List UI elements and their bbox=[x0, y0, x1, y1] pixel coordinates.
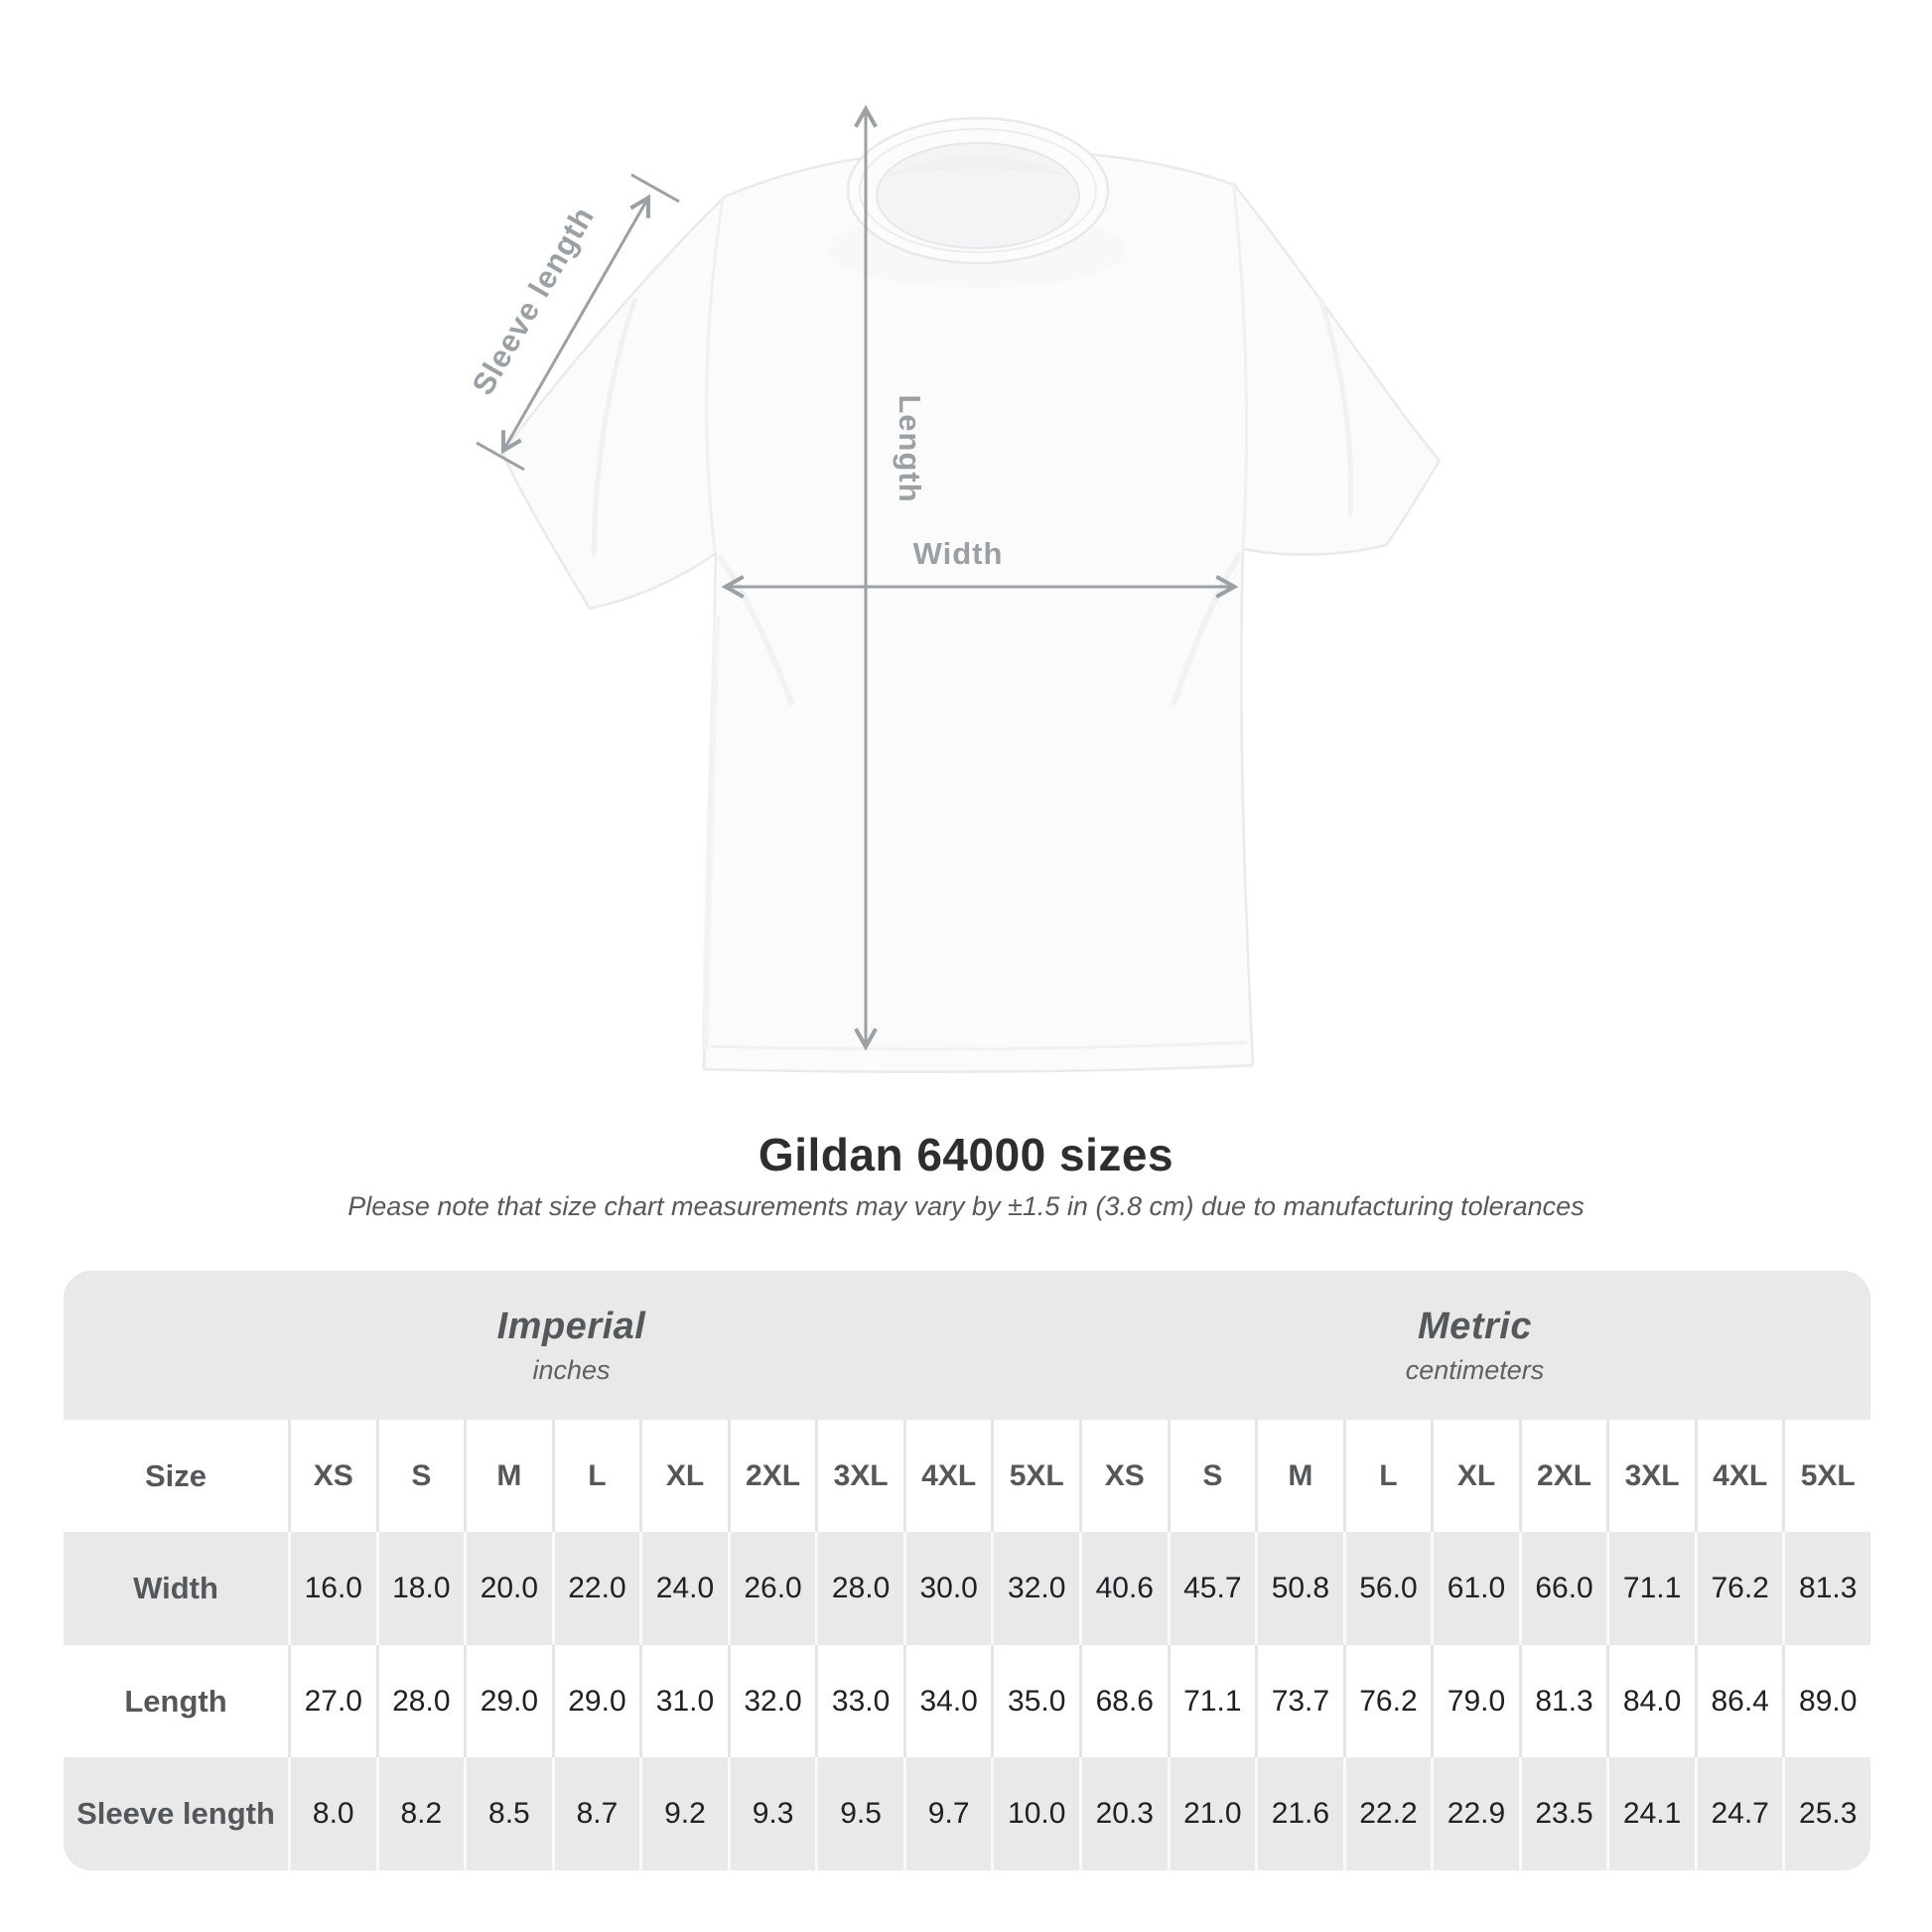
size-header-cell: 3XL bbox=[1606, 1420, 1695, 1532]
imperial-unit: inches bbox=[532, 1354, 611, 1385]
value-cell: 16.0 bbox=[288, 1532, 376, 1645]
value-cell: 9.2 bbox=[639, 1757, 728, 1870]
value-cell: 18.0 bbox=[375, 1532, 465, 1645]
value-cell: 86.4 bbox=[1694, 1645, 1783, 1757]
table-row-sleeve-length: Sleeve length 8.0 8.2 8.5 8.7 9.2 9.3 9.… bbox=[64, 1757, 1870, 1870]
size-header-cell: 5XL bbox=[991, 1420, 1079, 1532]
value-cell: 22.0 bbox=[551, 1532, 640, 1645]
value-cell: 8.7 bbox=[551, 1757, 640, 1870]
value-cell: 50.8 bbox=[1255, 1532, 1343, 1645]
value-cell: 24.1 bbox=[1606, 1757, 1695, 1870]
value-cell: 29.0 bbox=[464, 1645, 552, 1757]
value-cell: 8.0 bbox=[288, 1757, 376, 1870]
value-cell: 26.0 bbox=[727, 1532, 816, 1645]
size-header-cell: 4XL bbox=[1694, 1420, 1783, 1532]
value-cell: 81.3 bbox=[1782, 1532, 1870, 1645]
value-cell: 32.0 bbox=[991, 1532, 1079, 1645]
value-cell: 21.0 bbox=[1167, 1757, 1256, 1870]
value-cell: 23.5 bbox=[1518, 1757, 1607, 1870]
size-header-cell: M bbox=[464, 1420, 552, 1532]
value-cell: 31.0 bbox=[639, 1645, 728, 1757]
value-cell: 9.5 bbox=[815, 1757, 903, 1870]
size-header-cell: M bbox=[1255, 1420, 1343, 1532]
value-cell: 71.1 bbox=[1606, 1532, 1695, 1645]
value-cell: 29.0 bbox=[551, 1645, 640, 1757]
value-cell: 33.0 bbox=[815, 1645, 903, 1757]
unit-section-imperial: Imperial inches bbox=[64, 1271, 1079, 1420]
value-cell: 27.0 bbox=[288, 1645, 376, 1757]
size-column-header: Size bbox=[144, 1457, 207, 1493]
sleeve-arrow-end-tick-top bbox=[630, 173, 680, 204]
size-header-cell: S bbox=[375, 1420, 465, 1532]
tshirt-measurement-figure: Sleeve length Length Width bbox=[466, 104, 1442, 1073]
size-header-cell: 5XL bbox=[1782, 1420, 1870, 1532]
size-header-cell: 2XL bbox=[727, 1420, 816, 1532]
value-cell: 21.6 bbox=[1255, 1757, 1343, 1870]
value-cell: 71.1 bbox=[1167, 1645, 1256, 1757]
value-cell: 79.0 bbox=[1431, 1645, 1519, 1757]
value-cell: 8.2 bbox=[375, 1757, 465, 1870]
length-label: Length bbox=[893, 394, 927, 502]
size-header-cell: XS bbox=[1079, 1420, 1168, 1532]
row-label: Width bbox=[133, 1571, 218, 1605]
value-cell: 76.2 bbox=[1694, 1532, 1783, 1645]
size-header-cell: 3XL bbox=[815, 1420, 903, 1532]
imperial-heading: Imperial bbox=[496, 1305, 646, 1347]
table-row-length: Length 27.0 28.0 29.0 29.0 31.0 32.0 33.… bbox=[64, 1645, 1870, 1757]
size-header-cell: S bbox=[1167, 1420, 1256, 1532]
tolerance-note: Please note that size chart measurements… bbox=[347, 1191, 1585, 1221]
value-cell: 76.2 bbox=[1342, 1645, 1432, 1757]
value-cell: 8.5 bbox=[464, 1757, 552, 1870]
value-cell: 68.6 bbox=[1079, 1645, 1168, 1757]
row-label: Sleeve length bbox=[76, 1796, 275, 1831]
metric-heading: Metric bbox=[1418, 1305, 1532, 1347]
value-cell: 81.3 bbox=[1518, 1645, 1607, 1757]
value-cell: 9.3 bbox=[727, 1757, 816, 1870]
table-row-width: Width 16.0 18.0 20.0 22.0 24.0 26.0 28.0… bbox=[64, 1532, 1870, 1645]
value-cell: 84.0 bbox=[1606, 1645, 1695, 1757]
size-header-cell: 2XL bbox=[1518, 1420, 1607, 1532]
value-cell: 28.0 bbox=[375, 1645, 465, 1757]
size-header-row: Size XS S M L XL 2XL 3XL 4XL 5XL XS S M … bbox=[64, 1420, 1870, 1532]
value-cell: 20.3 bbox=[1079, 1757, 1168, 1870]
sleeve-arrow-end-tick-bottom bbox=[476, 441, 525, 472]
value-cell: 66.0 bbox=[1518, 1532, 1607, 1645]
value-cell: 10.0 bbox=[991, 1757, 1079, 1870]
value-cell: 24.7 bbox=[1694, 1757, 1783, 1870]
size-header-cell: 4XL bbox=[902, 1420, 992, 1532]
size-header-cell: XL bbox=[1431, 1420, 1519, 1532]
value-cell: 35.0 bbox=[991, 1645, 1079, 1757]
size-header-cell: XL bbox=[639, 1420, 728, 1532]
value-cell: 40.6 bbox=[1079, 1532, 1168, 1645]
size-table: Imperial inches Metric centimeters Size … bbox=[64, 1271, 1870, 1870]
value-cell: 45.7 bbox=[1167, 1532, 1256, 1645]
sleeve-length-arrow bbox=[500, 194, 651, 455]
metric-unit: centimeters bbox=[1405, 1354, 1545, 1385]
page-title: Gildan 64000 sizes bbox=[758, 1129, 1174, 1180]
size-header-cell: XS bbox=[288, 1420, 376, 1532]
value-cell: 22.9 bbox=[1431, 1757, 1519, 1870]
value-cell: 89.0 bbox=[1782, 1645, 1870, 1757]
value-cell: 30.0 bbox=[902, 1532, 992, 1645]
value-cell: 22.2 bbox=[1342, 1757, 1432, 1870]
size-header-cell: L bbox=[551, 1420, 640, 1532]
size-header-cell: L bbox=[1342, 1420, 1432, 1532]
value-cell: 34.0 bbox=[902, 1645, 992, 1757]
value-cell: 73.7 bbox=[1255, 1645, 1343, 1757]
value-cell: 61.0 bbox=[1431, 1532, 1519, 1645]
row-label: Length bbox=[124, 1683, 227, 1719]
width-label: Width bbox=[913, 536, 1004, 571]
value-cell: 9.7 bbox=[902, 1757, 992, 1870]
tshirt-graphic bbox=[500, 116, 1442, 1073]
value-cell: 24.0 bbox=[639, 1532, 728, 1645]
value-cell: 20.0 bbox=[464, 1532, 552, 1645]
value-cell: 32.0 bbox=[727, 1645, 816, 1757]
value-cell: 56.0 bbox=[1342, 1532, 1432, 1645]
unit-section-metric: Metric centimeters bbox=[1079, 1271, 1870, 1420]
unit-header-row: Imperial inches Metric centimeters bbox=[64, 1271, 1870, 1420]
value-cell: 25.3 bbox=[1782, 1757, 1870, 1870]
value-cell: 28.0 bbox=[815, 1532, 903, 1645]
